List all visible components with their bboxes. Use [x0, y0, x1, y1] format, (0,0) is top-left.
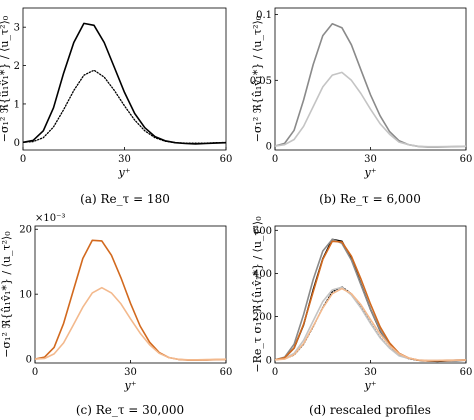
x-tick-label: 60 — [460, 367, 473, 378]
axes-frame — [274, 7, 467, 151]
y-scale-note: ×10⁻³ — [35, 213, 65, 224]
y-tick-label: 20 — [19, 225, 32, 236]
panel-caption: (a) Re_τ = 180 — [80, 192, 170, 206]
series-line-2 — [275, 71, 466, 148]
y-tick-label: 0 — [266, 142, 272, 153]
y-tick-label: 0 — [14, 138, 20, 149]
x-tick-label: 60 — [460, 154, 473, 165]
x-tick-label: 30 — [364, 367, 377, 378]
y-axis-label: −σ₁² ℜ{û₁v̂₁*} / ⟨u_τ²⟩₀ — [0, 15, 11, 142]
y-axis-label: −Re_τ σ₁² ℜ{û₁v̂₁*} / ⟨u_τ²⟩₀ — [251, 216, 264, 373]
y-axis-label: −σ₁² ℜ{û₁v̂₁*} / ⟨u_τ²⟩₀ — [0, 231, 13, 358]
x-axis-label: y⁺ — [363, 166, 376, 179]
y-tick-label: 200 — [253, 312, 272, 323]
y-tick-label: 0 — [26, 355, 32, 366]
x-tick-label: 0 — [272, 367, 278, 378]
series-line-6 — [275, 287, 466, 362]
x-tick-label: 60 — [220, 154, 233, 165]
y-tick-label: 1 — [14, 99, 20, 110]
y-tick-label: 0.05 — [250, 76, 272, 87]
y-tick-label: 600 — [253, 226, 272, 237]
x-tick-label: 0 — [272, 154, 278, 165]
panel-caption: (d) rescaled profiles — [309, 403, 431, 417]
x-tick-label: 60 — [220, 367, 233, 378]
panel-a: 0 30 60 0 1 2 3 y⁺ −σ₁² ℜ{û₁v̂₁*} / ⟨u_τ²⟩₀ (a) R… — [0, 7, 233, 206]
y-tick-label: 0 — [266, 355, 272, 366]
x-tick-label: 30 — [118, 154, 131, 165]
panel-caption: (b) Re_τ = 6,000 — [319, 192, 421, 206]
y-tick-label: 2 — [14, 61, 20, 72]
y-tick-label: 10 — [19, 290, 32, 301]
panel-c: 0 30 60 0 10 20×10⁻³ y⁺ −σ₁² ℜ{û₁v̂₁*} / ⟨u_τ²⟩… — [0, 213, 232, 417]
y-tick-label: 0.1 — [256, 10, 272, 21]
y-tick-label: 3 — [14, 23, 20, 34]
series-line-1 — [23, 22, 226, 145]
x-tick-label: 30 — [364, 154, 377, 165]
series-line-1 — [275, 23, 466, 148]
series-line-2 — [35, 286, 226, 361]
x-tick-label: 30 — [124, 367, 137, 378]
series-line-2 — [23, 69, 226, 144]
x-axis-label: y⁺ — [123, 379, 136, 392]
axes-frame — [22, 7, 227, 151]
y-axis-label: −σ₁² ℜ{û₁v̂₁*} / ⟨u_τ²⟩₀ — [251, 15, 264, 142]
x-tick-label: 0 — [32, 367, 38, 378]
panel-caption: (c) Re_τ = 30,000 — [76, 403, 184, 417]
y-tick-label: 400 — [253, 269, 272, 280]
panel-b: 0 30 60 0 0.05 0.1 y⁺ −σ₁² ℜ{û₁v̂₁*} / ⟨u_τ²⟩₀ (… — [250, 7, 473, 206]
x-axis-label: y⁺ — [117, 166, 130, 179]
x-axis-label: y⁺ — [363, 379, 376, 392]
x-tick-label: 0 — [20, 154, 26, 165]
